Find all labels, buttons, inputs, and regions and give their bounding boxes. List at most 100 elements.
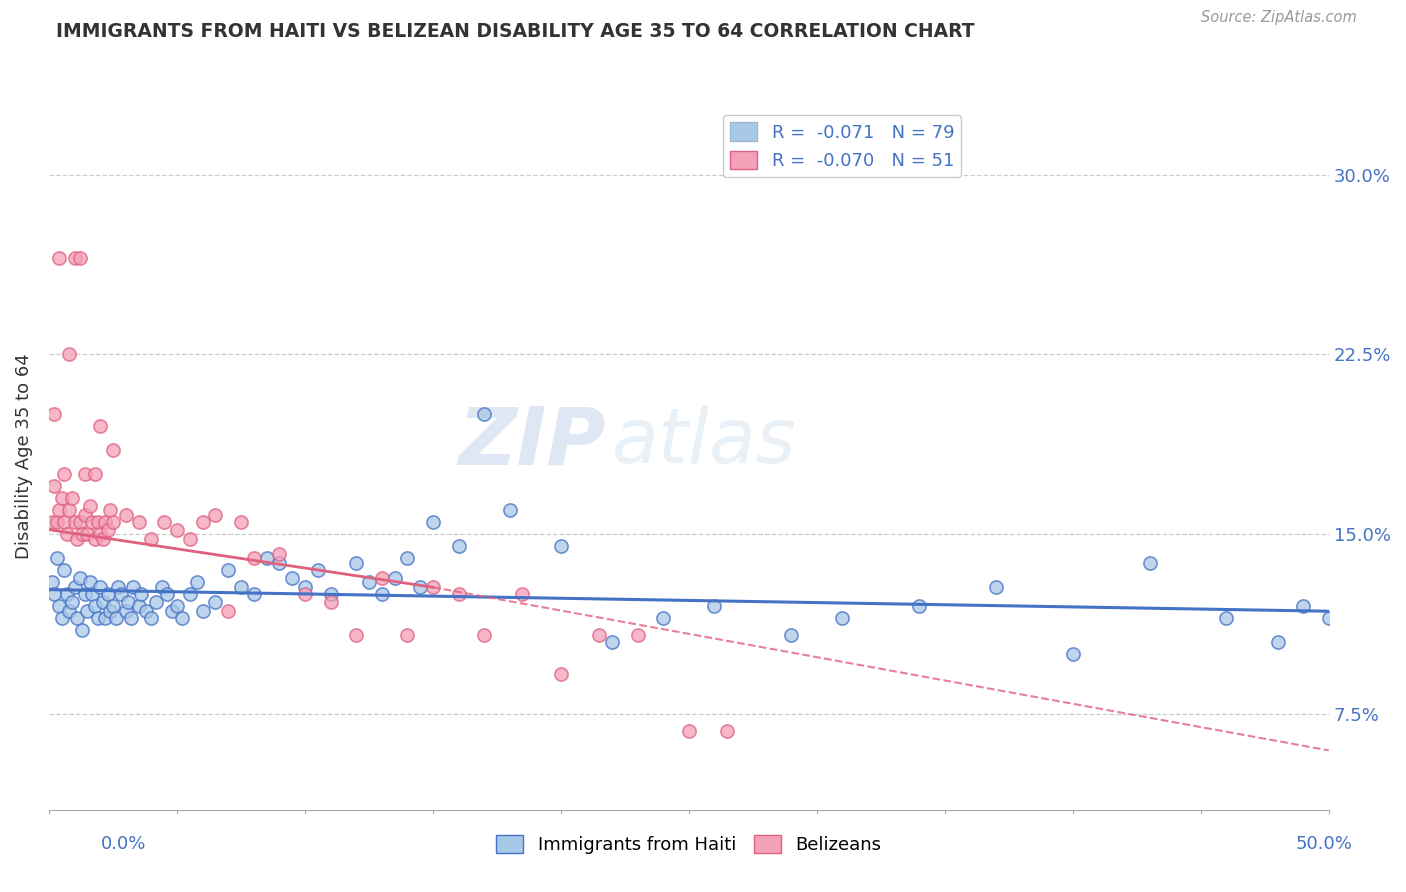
Point bbox=[422, 516, 444, 530]
Point bbox=[166, 599, 188, 614]
Point bbox=[82, 516, 104, 530]
Point bbox=[984, 580, 1007, 594]
Point bbox=[58, 503, 80, 517]
Point bbox=[69, 571, 91, 585]
Point bbox=[128, 516, 150, 530]
Point bbox=[472, 628, 495, 642]
Point bbox=[91, 594, 114, 608]
Point bbox=[370, 571, 392, 585]
Point bbox=[217, 564, 239, 578]
Point bbox=[42, 587, 65, 601]
Point bbox=[908, 599, 931, 614]
Point bbox=[269, 547, 291, 561]
Point bbox=[45, 516, 67, 530]
Point bbox=[588, 628, 610, 642]
Point bbox=[678, 724, 700, 739]
Point bbox=[307, 564, 329, 578]
Point bbox=[53, 467, 76, 482]
Point bbox=[89, 527, 111, 541]
Point bbox=[84, 599, 107, 614]
Point bbox=[217, 604, 239, 618]
Point bbox=[117, 594, 139, 608]
Point bbox=[53, 516, 76, 530]
Point bbox=[153, 516, 176, 530]
Point bbox=[110, 587, 132, 601]
Point bbox=[42, 408, 65, 422]
Point bbox=[160, 604, 183, 618]
Point bbox=[97, 587, 120, 601]
Point bbox=[114, 604, 136, 618]
Text: Source: ZipAtlas.com: Source: ZipAtlas.com bbox=[1201, 11, 1357, 25]
Point bbox=[51, 491, 73, 506]
Point bbox=[294, 580, 316, 594]
Point bbox=[150, 580, 173, 594]
Point bbox=[107, 580, 129, 594]
Point bbox=[48, 252, 70, 266]
Point bbox=[58, 604, 80, 618]
Point bbox=[128, 599, 150, 614]
Y-axis label: Disability Age 35 to 64: Disability Age 35 to 64 bbox=[15, 353, 32, 559]
Point bbox=[58, 347, 80, 361]
Point bbox=[42, 479, 65, 493]
Point bbox=[129, 587, 152, 601]
Point bbox=[1292, 599, 1315, 614]
Point bbox=[63, 516, 86, 530]
Point bbox=[76, 604, 98, 618]
Point bbox=[101, 516, 124, 530]
Point bbox=[716, 724, 738, 739]
Point bbox=[73, 508, 96, 523]
Point bbox=[145, 594, 167, 608]
Point bbox=[409, 580, 432, 594]
Point bbox=[66, 611, 89, 625]
Text: ZIP: ZIP bbox=[458, 403, 606, 482]
Point bbox=[780, 628, 803, 642]
Point bbox=[422, 580, 444, 594]
Point bbox=[73, 467, 96, 482]
Point bbox=[1139, 556, 1161, 570]
Text: IMMIGRANTS FROM HAITI VS BELIZEAN DISABILITY AGE 35 TO 64 CORRELATION CHART: IMMIGRANTS FROM HAITI VS BELIZEAN DISABI… bbox=[56, 22, 974, 41]
Point bbox=[256, 551, 278, 566]
Point bbox=[60, 491, 83, 506]
Point bbox=[294, 587, 316, 601]
Point bbox=[86, 516, 108, 530]
Point bbox=[120, 611, 142, 625]
Point bbox=[73, 587, 96, 601]
Point bbox=[1062, 648, 1084, 662]
Point bbox=[141, 533, 163, 547]
Point bbox=[91, 533, 114, 547]
Point bbox=[344, 556, 367, 570]
Point bbox=[447, 540, 470, 554]
Point bbox=[70, 527, 93, 541]
Point bbox=[79, 575, 101, 590]
Point bbox=[56, 527, 79, 541]
Point bbox=[357, 575, 380, 590]
Point bbox=[101, 599, 124, 614]
Point bbox=[344, 628, 367, 642]
Point bbox=[281, 571, 304, 585]
Point bbox=[186, 575, 208, 590]
Point bbox=[63, 252, 86, 266]
Point bbox=[396, 551, 419, 566]
Point bbox=[69, 516, 91, 530]
Point bbox=[86, 611, 108, 625]
Point bbox=[60, 594, 83, 608]
Point bbox=[122, 580, 145, 594]
Point bbox=[82, 587, 104, 601]
Point bbox=[242, 551, 264, 566]
Point bbox=[45, 551, 67, 566]
Point bbox=[179, 533, 201, 547]
Point bbox=[89, 419, 111, 434]
Legend: R =  -0.071   N = 79, R =  -0.070   N = 51: R = -0.071 N = 79, R = -0.070 N = 51 bbox=[723, 115, 962, 178]
Point bbox=[104, 611, 127, 625]
Point bbox=[319, 587, 342, 601]
Point bbox=[396, 628, 419, 642]
Point bbox=[1267, 635, 1289, 649]
Point bbox=[114, 508, 136, 523]
Point bbox=[48, 599, 70, 614]
Point bbox=[51, 611, 73, 625]
Point bbox=[512, 587, 534, 601]
Point bbox=[319, 594, 342, 608]
Point bbox=[66, 533, 89, 547]
Point bbox=[56, 587, 79, 601]
Point bbox=[242, 587, 264, 601]
